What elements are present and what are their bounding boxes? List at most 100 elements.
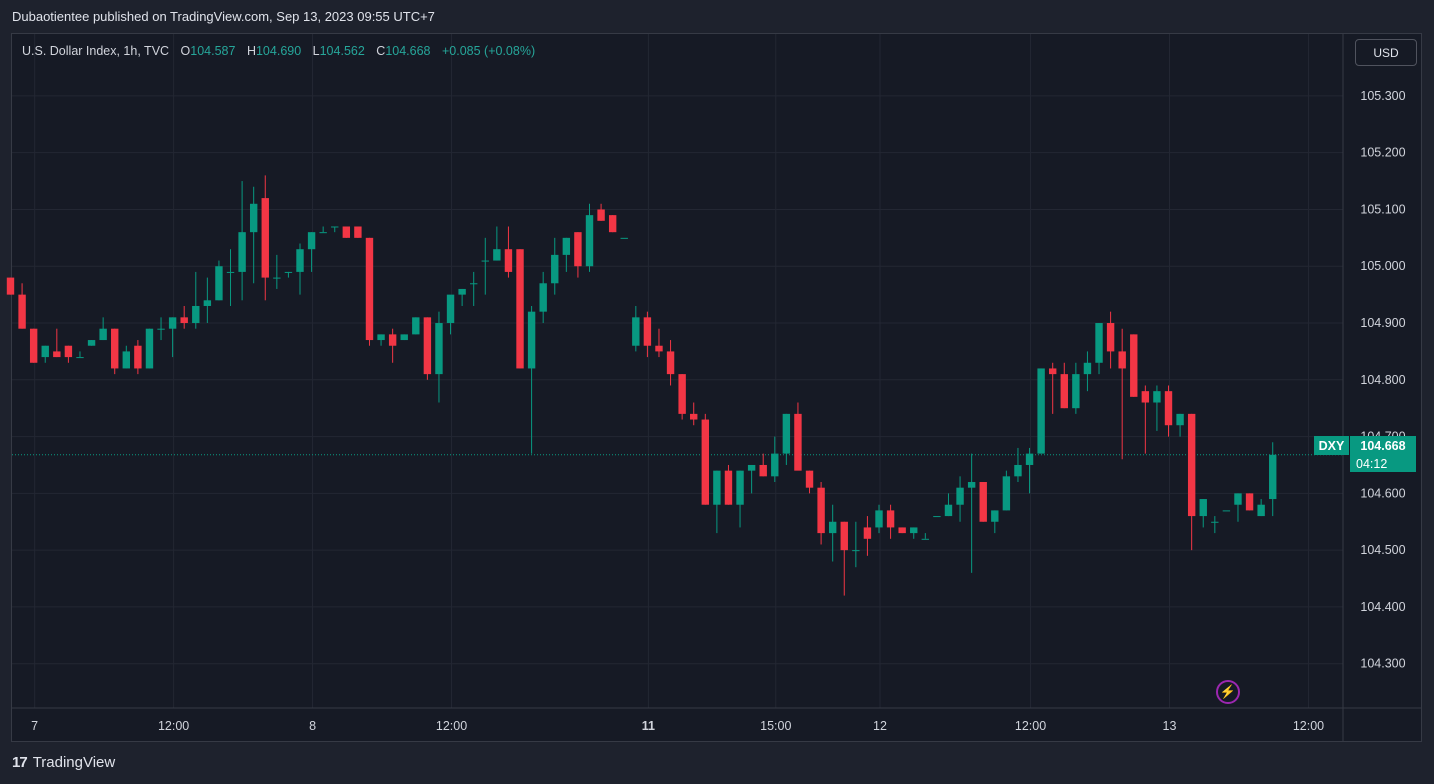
candle-body [1060,374,1068,409]
candle-body [956,487,964,505]
candle-body [412,317,420,335]
lightning-icon[interactable]: ⚡ [1216,680,1240,704]
price-axis-label: 105.200 [1360,146,1405,160]
candle-body [782,413,791,454]
candle-body [6,277,15,295]
candle-body [1014,464,1022,477]
candle-body [377,334,385,341]
last-price-value: 104.668 [1350,436,1416,455]
candle-body [504,249,513,272]
legend-low-value: 104.562 [319,44,365,58]
price-axis-label: 104.900 [1360,316,1405,330]
candle-body [296,249,304,272]
candle-body [481,260,489,262]
candle-body [921,538,930,540]
candle-body [64,345,73,358]
candle-body [87,340,96,346]
candle-body [933,516,941,518]
candle-body [828,521,837,534]
time-axis-label: 13 [1163,719,1177,733]
candle-body [215,266,223,301]
candle-body [1083,362,1092,375]
candle-body [435,323,443,375]
legend-close-value: 104.668 [385,44,431,58]
time-axis-label: 12:00 [158,719,189,733]
candle-body [458,288,466,295]
publisher-caption: Dubaotientee published on TradingView.co… [12,9,435,24]
candle-body [180,317,188,324]
candle-body [562,237,571,255]
candle-body [655,345,663,352]
time-axis-label: 7 [31,719,38,733]
legend-high-value: 104.690 [255,44,302,58]
time-axis-label: 12 [873,719,887,733]
price-axis-label: 104.400 [1360,600,1405,614]
candle-body [1095,323,1103,363]
candle-body [875,510,883,528]
candle-body [585,215,594,267]
candle-body [574,232,582,267]
candle-body [18,294,26,329]
candle-body [597,209,605,221]
bar-countdown: 04:12 [1350,455,1416,472]
candle-body [203,300,212,306]
price-axis-label: 104.300 [1360,657,1405,671]
legend-symbol[interactable]: U.S. Dollar Index, 1h, TVC [22,44,170,58]
candle-body [759,464,767,477]
candle-body [400,334,408,341]
candle-body [701,419,709,505]
currency-button[interactable]: USD [1355,39,1417,66]
candle-body [1234,493,1242,505]
candle-body [944,504,953,517]
candle-body [643,317,652,346]
time-axis-label: 11 [642,719,655,733]
candle-body [678,374,686,414]
candle-body [967,482,976,488]
candle-body [1153,391,1161,403]
price-axis-label: 105.000 [1360,259,1405,273]
candle-body [1106,323,1115,352]
candle-body [284,271,293,273]
tradingview-logo-icon: 17 [12,754,28,771]
price-axis-label: 104.800 [1360,373,1405,387]
candle-body [238,232,246,272]
tradingview-footer[interactable]: 17 TradingView [12,754,115,771]
candle-body [1002,476,1011,511]
candle-body [1257,504,1265,517]
candle-body [354,226,362,238]
price-axis-label: 104.500 [1360,543,1405,557]
candle-body [273,277,281,279]
candle-body [446,294,455,324]
candle-body [516,249,524,369]
legend-open-value: 104.587 [190,44,236,58]
candle-body [747,464,756,471]
candle-body [817,487,825,534]
candle-body [863,527,872,539]
candle-body [805,470,814,488]
price-axis-label: 104.600 [1360,486,1405,500]
candle-body [122,351,130,369]
candle-body [470,283,478,285]
candle-body [342,226,351,238]
chart-pane[interactable] [11,33,1422,742]
legend-close-label: C [376,44,386,58]
candle-body [1187,413,1196,517]
candle-body [1269,454,1277,500]
candle-body [620,237,628,239]
candle-body [551,254,559,284]
candle-body [192,305,200,324]
time-axis-label: 12:00 [1293,719,1324,733]
candle-body [388,334,397,346]
candle-body [608,215,617,233]
legend-high-label: H [246,44,256,58]
candle-body [886,510,895,528]
candle-body [794,413,802,471]
candle-body [736,470,744,505]
candle-body [1164,391,1173,426]
candle-body [979,482,987,522]
candle-body [713,470,721,505]
candle-body [134,345,142,369]
time-axis-label: 12:00 [436,719,467,733]
candle-body [493,249,501,261]
